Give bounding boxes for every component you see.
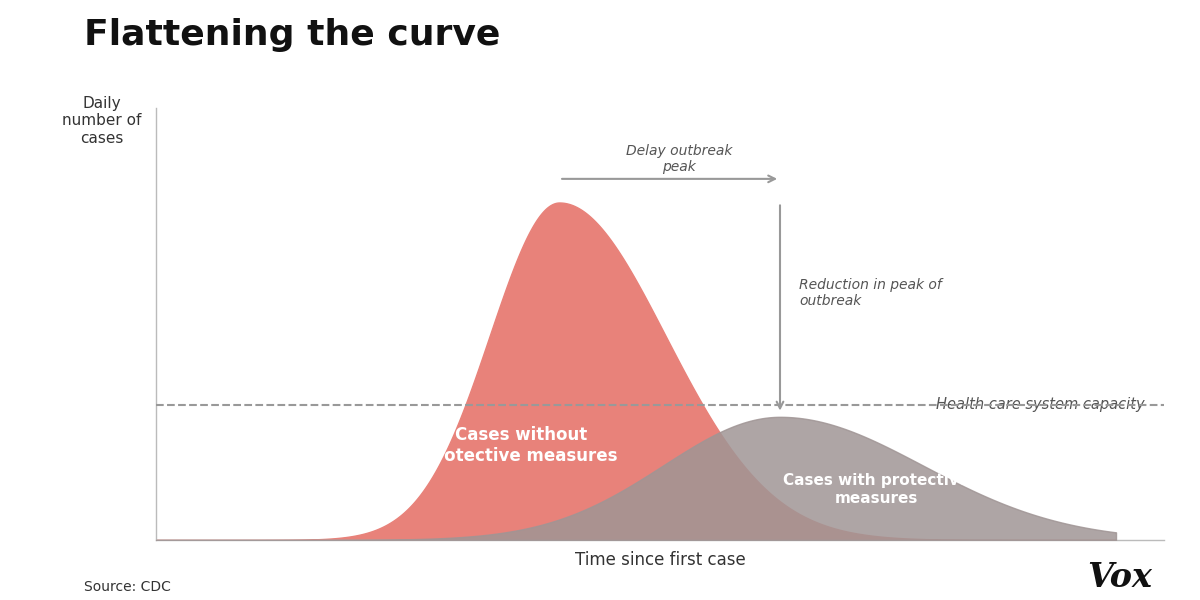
Text: Delay outbreak
peak: Delay outbreak peak bbox=[626, 143, 732, 174]
Text: Daily
number of
cases: Daily number of cases bbox=[62, 96, 142, 146]
Text: Cases with protective
measures: Cases with protective measures bbox=[782, 473, 970, 506]
Text: Source: CDC: Source: CDC bbox=[84, 580, 170, 594]
Text: Flattening the curve: Flattening the curve bbox=[84, 18, 500, 52]
Text: Cases without
protective measures: Cases without protective measures bbox=[424, 426, 618, 465]
X-axis label: Time since first case: Time since first case bbox=[575, 551, 745, 569]
Text: Health care system capacity: Health care system capacity bbox=[936, 398, 1145, 413]
Text: Vox: Vox bbox=[1087, 561, 1152, 594]
Text: Reduction in peak of
outbreak: Reduction in peak of outbreak bbox=[799, 278, 942, 308]
